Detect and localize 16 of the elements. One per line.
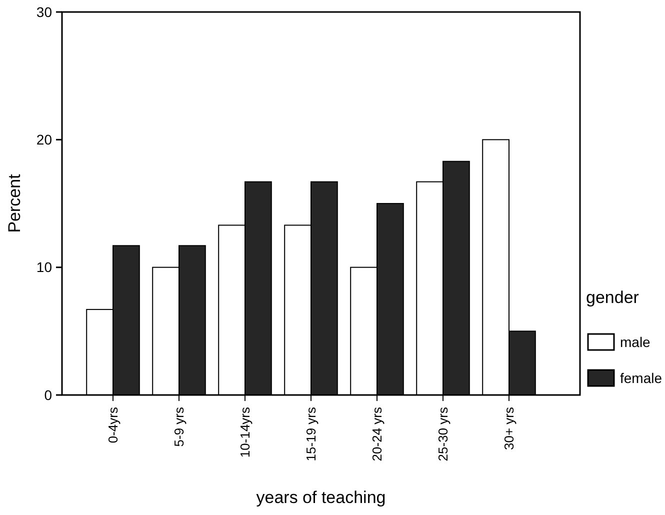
- x-tick-label: 15-19 yrs: [304, 406, 319, 462]
- y-tick-label: 20: [36, 132, 52, 148]
- x-tick-label: 25-30 yrs: [436, 406, 451, 462]
- x-tick-label: 5-9 yrs: [172, 406, 187, 447]
- x-tick-label: 10-14yrs: [238, 406, 253, 458]
- legend-label: male: [620, 334, 651, 350]
- legend-title: gender: [586, 288, 640, 307]
- legend-label: female: [620, 370, 662, 386]
- y-tick-label: 10: [36, 259, 52, 276]
- x-tick-label: 30+ yrs: [502, 406, 517, 450]
- x-axis-title: years of teaching: [256, 488, 386, 507]
- x-tick-label: 0-4yrs: [106, 406, 121, 444]
- y-tick-label: 30: [36, 4, 52, 20]
- y-tick-label: 0: [44, 386, 52, 403]
- y-axis-title: Percent: [5, 174, 24, 233]
- x-tick-label: 20-24 yrs: [370, 406, 385, 462]
